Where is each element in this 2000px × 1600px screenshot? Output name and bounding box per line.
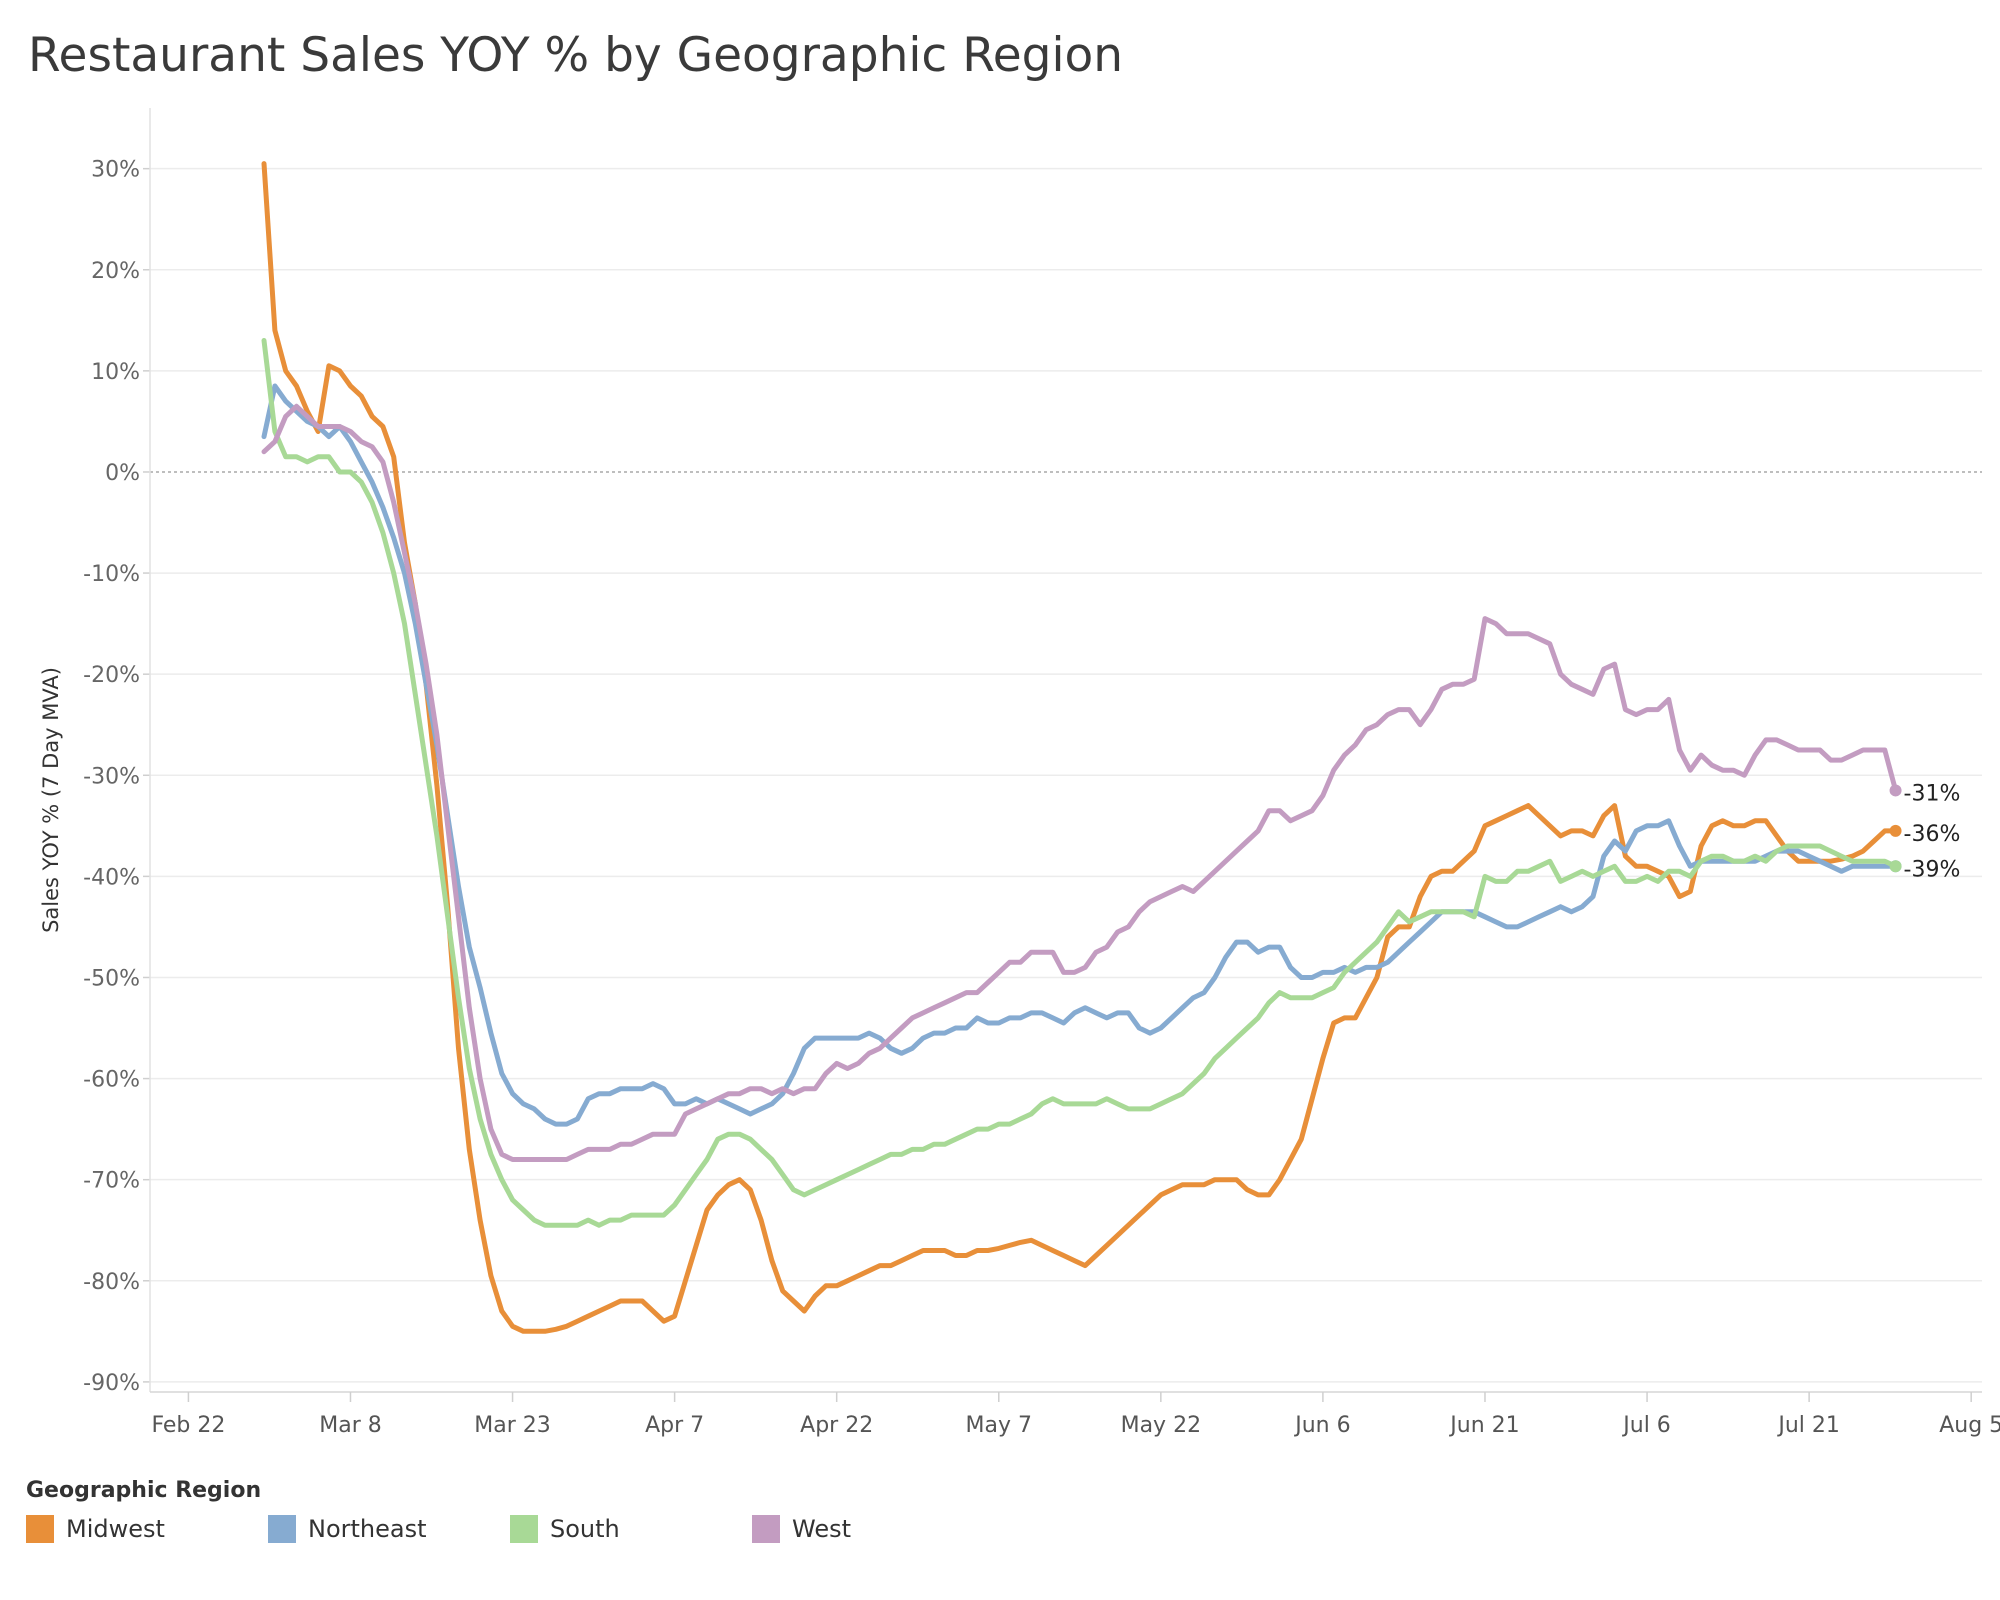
x-tick-label: Jul 21 (1776, 1413, 1840, 1438)
end-label-west: -31% (1904, 781, 1961, 806)
series-line-northeast (261, 383, 1899, 1127)
legend-item-midwest[interactable]: Midwest (26, 1515, 165, 1543)
legend-label-south: South (550, 1515, 620, 1543)
axis-layer: 30% 20% 10% 0% -10% -20% -30% -40% -50% -60% -70% -… (39, 108, 2000, 1438)
legend-item-northeast[interactable]: Northeast (268, 1515, 427, 1543)
y-tick-label: 0% (105, 461, 140, 486)
y-tick-label: -70% (83, 1169, 140, 1194)
x-tick-label: Jun 21 (1448, 1413, 1519, 1438)
legend: Geographic Region Midwest Northeast Sout… (26, 1478, 1026, 1549)
y-tick-label: -90% (83, 1371, 140, 1396)
legend-label-northeast: Northeast (308, 1515, 427, 1543)
x-tick-label: Apr 22 (800, 1413, 873, 1438)
end-label-south: -39% (1904, 857, 1961, 882)
x-tick-label: May 7 (966, 1413, 1032, 1438)
y-tick-label: -50% (83, 966, 140, 991)
legend-label-midwest: Midwest (66, 1515, 165, 1543)
y-tick-label: 30% (91, 158, 140, 183)
legend-items: Midwest Northeast South West (26, 1515, 1026, 1549)
end-point-west (1889, 784, 1902, 797)
x-tick-label: May 22 (1121, 1413, 1201, 1438)
line-chart: 30% 20% 10% 0% -10% -20% -30% -40% -50% -60% -70% -… (39, 108, 2000, 1438)
x-tick-label: Jul 6 (1621, 1413, 1671, 1438)
x-tick-label: Aug 5 (1939, 1413, 2000, 1438)
y-tick-label: -20% (83, 663, 140, 688)
legend-title: Geographic Region (26, 1478, 262, 1503)
y-axis-title: Sales YOY % (7 Day MVA) (39, 667, 63, 933)
y-tick-label: -30% (83, 764, 140, 789)
end-point-south (1889, 860, 1902, 873)
y-tick-label: -80% (83, 1270, 140, 1295)
series-line-south (261, 338, 1899, 1228)
y-tick-label: -60% (83, 1068, 140, 1093)
end-label-midwest: -36% (1904, 822, 1961, 847)
series-line-west (261, 403, 1899, 1162)
end-label-layer: -31% -36% -39% (1904, 781, 1961, 882)
y-tick-label: 10% (91, 360, 140, 385)
legend-swatch-midwest (26, 1515, 54, 1543)
legend-item-west[interactable]: West (752, 1515, 851, 1543)
grid-layer (150, 167, 1982, 1383)
legend-swatch-south (510, 1515, 538, 1543)
x-tick-label: Apr 7 (645, 1413, 704, 1438)
y-tick-label: -10% (83, 562, 140, 587)
legend-label-west: West (792, 1515, 852, 1543)
chart-title: Restaurant Sales YOY % by Geographic Reg… (28, 28, 1124, 83)
x-tick-label: Mar 23 (474, 1413, 551, 1438)
legend-item-south[interactable]: South (510, 1515, 620, 1543)
x-tick-label: Jun 6 (1293, 1413, 1350, 1438)
x-tick-label: Mar 8 (319, 1413, 382, 1438)
y-tick-label: -40% (83, 865, 140, 890)
x-tick-label: Feb 22 (151, 1413, 225, 1438)
series-layer (261, 161, 1902, 1334)
legend-swatch-northeast (268, 1515, 296, 1543)
legend-swatch-west (752, 1515, 780, 1543)
end-point-midwest (1889, 824, 1902, 837)
y-tick-label: 20% (91, 259, 140, 284)
